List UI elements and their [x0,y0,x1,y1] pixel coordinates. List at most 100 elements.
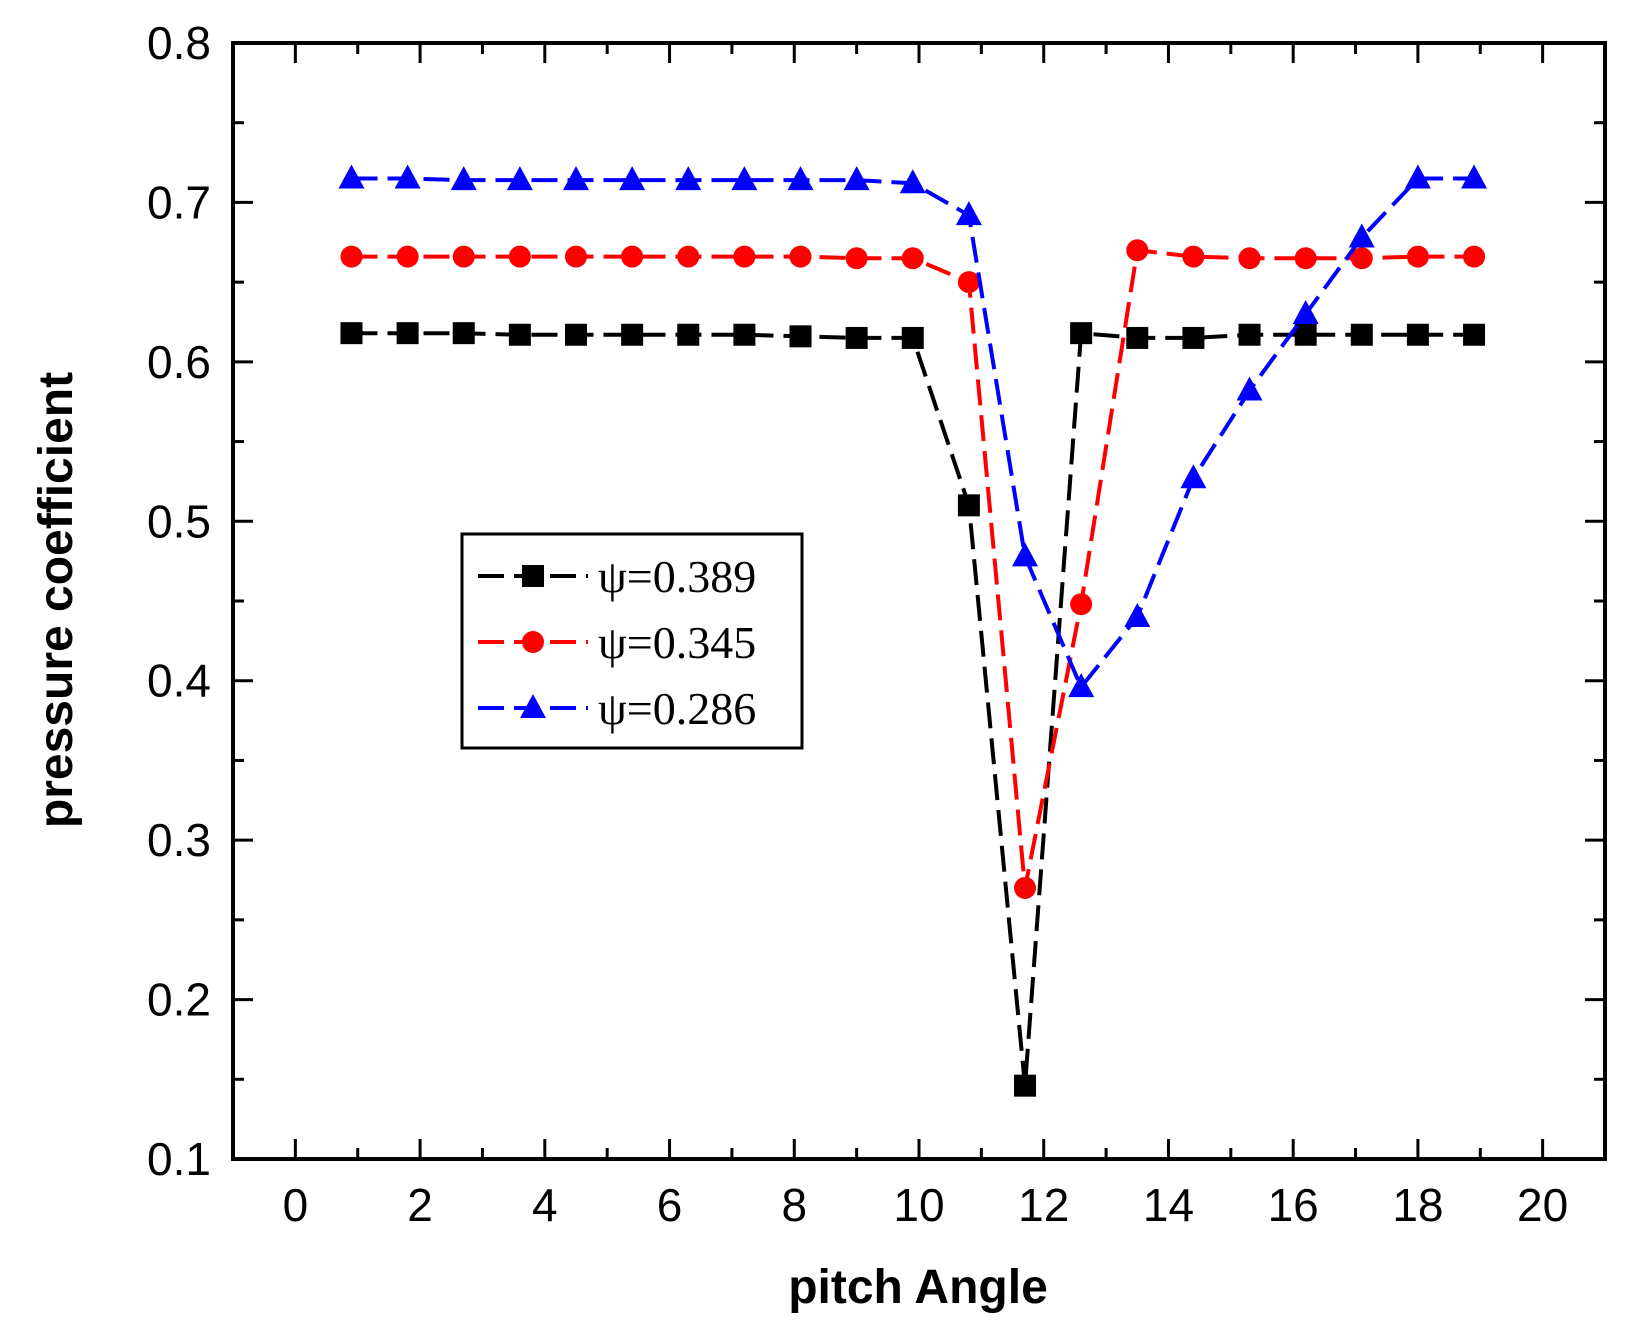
data-point [1463,245,1486,268]
legend-marker [520,694,546,718]
legend-label: ψ=0.286 [598,683,756,734]
x-tick-label: 18 [1392,1179,1443,1231]
data-point [621,245,644,268]
data-point [845,247,868,270]
data-point [396,245,419,268]
y-tick-label: 0.3 [147,814,211,866]
data-point [452,322,475,345]
x-tick-label: 2 [407,1179,433,1231]
series-square [340,322,1486,1097]
legend-label: ψ=0.389 [598,551,756,602]
data-point [1014,876,1037,899]
data-point [843,166,870,191]
x-tick-label: 14 [1143,1179,1194,1231]
data-point [619,166,646,191]
data-point [957,271,980,294]
legend-entry: ψ=0.286 [478,683,756,734]
data-point [955,201,982,226]
data-point [338,164,365,189]
data-point [1294,323,1317,346]
data-point [1124,602,1151,627]
x-tick-label: 0 [283,1179,309,1231]
data-point [1350,323,1373,346]
y-tick-label: 0.1 [147,1133,211,1185]
data-point [1068,673,1095,698]
data-point [1182,326,1205,349]
data-point [340,322,363,345]
data-point [1406,323,1429,346]
data-point [733,323,756,346]
data-point [563,166,589,191]
data-point [789,245,812,268]
legend-label: ψ=0.345 [598,617,756,668]
y-tick-label: 0.5 [147,495,211,547]
data-point [1014,1074,1037,1097]
tick-labels-layer: 0 2 4 6 8 10 12 14 16 18 20 0.1 0.2 0.3 0.4 0.5 0.6 0.7 0.… [147,17,1568,1231]
legend: ψ=0.389 ψ=0.345 ψ=0.286 [460,532,804,750]
y-tick-label: 0.4 [147,655,211,707]
series-layer [338,164,1488,1097]
ticks-layer [231,41,1607,1161]
x-axis-title: pitch Angle [788,1261,1048,1314]
data-point [1404,164,1431,189]
data-point [565,245,587,268]
data-point [394,164,421,189]
x-tick-label: 6 [657,1179,683,1231]
legend-entry: ψ=0.389 [478,551,756,602]
data-point [1126,239,1149,262]
data-point [450,166,477,191]
data-point [901,326,924,349]
data-point [957,494,980,517]
data-point [340,245,363,268]
legend-items: ψ=0.389 ψ=0.345 ψ=0.286 [478,551,756,734]
data-point [452,245,475,268]
x-tick-label: 4 [532,1179,558,1231]
data-point [621,323,644,346]
data-point [1236,376,1263,401]
data-point [787,166,814,191]
data-point [677,245,700,268]
data-point [901,247,924,270]
data-point [1238,247,1261,270]
data-point [506,166,533,191]
series-triangle [338,164,1488,698]
data-point [1463,323,1486,346]
data-point [1182,245,1205,268]
data-point [1070,322,1093,345]
data-point [1348,223,1375,248]
data-point [1292,300,1319,325]
data-point [1012,542,1039,567]
data-point [1461,164,1488,189]
x-tick-label: 16 [1268,1179,1319,1231]
x-tick-label: 10 [893,1179,944,1231]
legend-marker [522,631,544,653]
data-point [508,245,531,268]
data-point [1126,326,1149,349]
y-tick-label: 0.6 [147,336,211,388]
x-tick-label: 20 [1517,1179,1568,1231]
data-point [1070,593,1093,616]
data-point [1294,247,1317,270]
data-point [1350,247,1373,270]
data-point [677,323,700,346]
y-axis-title: pressure coefficient [30,372,83,828]
legend-entry: ψ=0.345 [478,617,756,668]
x-tick-label: 12 [1018,1179,1069,1231]
x-tick-label: 8 [781,1179,807,1231]
data-point [1180,464,1207,489]
data-point [899,169,926,194]
data-point [1406,245,1429,268]
data-point [731,166,758,191]
plot-frame [231,41,1607,1161]
data-point [789,325,812,348]
data-point [675,166,702,191]
y-tick-label: 0.2 [147,974,211,1026]
data-point [845,326,868,349]
y-tick-label: 0.8 [147,17,211,69]
data-point [733,245,756,268]
series-circle [340,239,1486,899]
data-point [508,323,531,346]
y-tick-label: 0.7 [147,176,211,228]
